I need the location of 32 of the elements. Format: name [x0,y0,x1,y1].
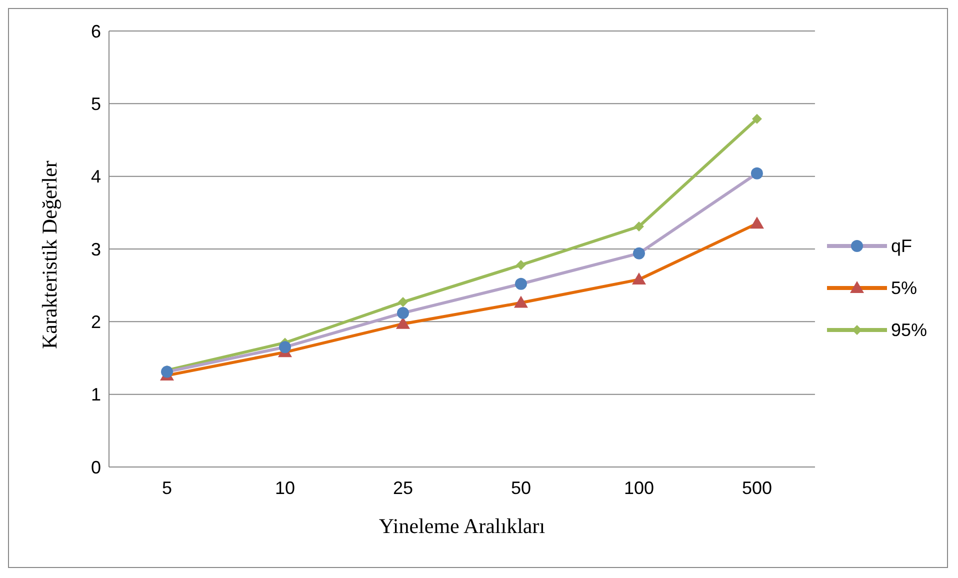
point [396,306,409,319]
x-axis-title: Yineleme Aralıkları [378,514,546,538]
x-tick-label: 100 [624,478,654,498]
point [161,366,173,378]
point [752,114,762,124]
point [516,260,526,270]
point [750,167,763,180]
point [278,341,291,354]
y-tick-label: 0 [90,457,101,478]
point [396,316,410,329]
x-tick-label: 5 [162,478,172,498]
point [750,216,764,229]
y-tick-label: 2 [90,312,101,332]
legend-label: 5% [890,278,917,298]
point [634,221,644,232]
point [398,297,408,308]
point [632,247,645,260]
x-tick-label: 50 [510,478,531,498]
x-tick-label: 500 [742,478,772,498]
y-tick-label: 4 [90,166,101,187]
y-axis-title: Karakteristik Değerler [37,160,62,349]
y-tick-label: 5 [90,94,101,114]
legend-label: qF [890,236,912,256]
point [514,296,528,308]
y-tick-label: 3 [90,239,101,260]
legend-label: 95% [890,320,927,340]
y-tick-label: 6 [90,21,101,42]
point [632,272,646,285]
x-tick-label: 25 [392,478,414,498]
point [514,278,527,290]
y-tick-label: 1 [90,384,101,405]
x-tick-label: 10 [274,478,296,498]
